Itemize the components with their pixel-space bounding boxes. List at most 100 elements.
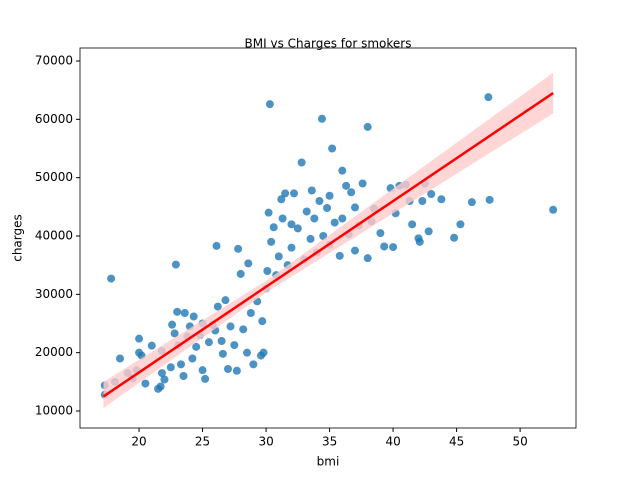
y-tick-label: 40000 (35, 229, 73, 243)
point (408, 220, 417, 229)
point (236, 269, 245, 278)
point (281, 189, 290, 198)
point (363, 254, 372, 263)
point (269, 223, 278, 232)
point (358, 179, 367, 188)
y-tick-label: 50000 (35, 170, 73, 184)
point (179, 372, 188, 381)
point (246, 309, 255, 318)
point (264, 208, 273, 217)
x-tick-label: 30 (258, 435, 273, 449)
chart-title: BMI vs Charges for smokers (245, 37, 412, 51)
point (350, 203, 359, 212)
point (147, 341, 156, 350)
point (173, 307, 182, 316)
point (290, 189, 299, 198)
point (141, 379, 150, 388)
point (168, 320, 177, 329)
y-tick-label: 30000 (35, 287, 73, 301)
point (415, 237, 424, 246)
point (350, 246, 359, 255)
y-tick-label: 20000 (35, 345, 73, 359)
point (258, 317, 267, 326)
point (107, 274, 116, 283)
point (176, 360, 185, 369)
point (201, 374, 210, 383)
point (335, 251, 344, 260)
point (244, 259, 253, 268)
point (380, 242, 389, 251)
point (315, 197, 324, 206)
point (328, 144, 337, 153)
point (204, 338, 213, 347)
x-tick-label: 35 (322, 435, 337, 449)
point (156, 382, 165, 391)
confidence-band (103, 72, 554, 409)
point (278, 214, 287, 223)
point (239, 325, 248, 334)
point (287, 243, 296, 252)
point (347, 188, 356, 197)
point (467, 198, 476, 207)
point (376, 229, 385, 238)
point (306, 234, 315, 243)
point (221, 296, 230, 305)
y-tick-label: 10000 (35, 404, 73, 418)
x-tick-label: 20 (131, 435, 146, 449)
point (116, 354, 125, 363)
point (218, 349, 227, 358)
x-tick-label: 40 (385, 435, 400, 449)
point (456, 220, 465, 229)
point (317, 114, 326, 123)
point (427, 190, 436, 199)
point (170, 329, 179, 338)
point (307, 186, 316, 195)
point (188, 354, 197, 363)
regression-line (102, 92, 554, 398)
point (267, 237, 276, 246)
point (212, 241, 221, 250)
y-axis-label: charges (11, 214, 25, 262)
point (310, 214, 319, 223)
point (230, 341, 239, 350)
point (274, 252, 283, 261)
x-tick-label: 50 (512, 435, 527, 449)
point (189, 312, 198, 321)
point (157, 369, 166, 378)
point (330, 218, 339, 227)
point (389, 243, 398, 252)
point (277, 195, 286, 204)
point (217, 337, 226, 346)
point (549, 205, 558, 214)
point (485, 195, 494, 204)
point (437, 195, 446, 204)
point (249, 360, 258, 369)
point (342, 181, 351, 190)
point (363, 122, 372, 131)
point (166, 363, 175, 372)
point (424, 227, 433, 236)
point (338, 166, 347, 175)
point (265, 100, 274, 109)
point (263, 267, 272, 276)
point (484, 93, 493, 102)
point (243, 348, 252, 357)
plot-frame (79, 47, 577, 429)
point (293, 224, 302, 233)
point (198, 366, 207, 375)
x-tick-label: 45 (449, 435, 464, 449)
point (192, 342, 201, 351)
x-axis-label: bmi (317, 455, 340, 469)
point (323, 204, 332, 213)
point (223, 365, 232, 374)
point (338, 214, 347, 223)
point (450, 233, 459, 242)
point (325, 191, 334, 200)
point (297, 158, 306, 167)
y-tick-label: 70000 (35, 54, 73, 68)
point (213, 302, 222, 311)
point (135, 334, 144, 343)
point (232, 366, 241, 375)
point (180, 309, 189, 318)
